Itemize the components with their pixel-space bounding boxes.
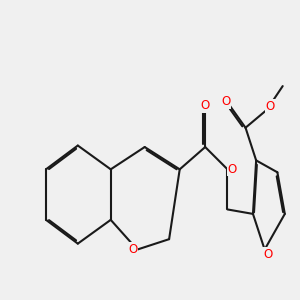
Text: O: O bbox=[128, 243, 137, 256]
Text: O: O bbox=[263, 248, 272, 260]
Text: O: O bbox=[201, 99, 210, 112]
Text: O: O bbox=[227, 163, 237, 176]
Text: O: O bbox=[221, 95, 231, 108]
Text: O: O bbox=[266, 100, 275, 113]
